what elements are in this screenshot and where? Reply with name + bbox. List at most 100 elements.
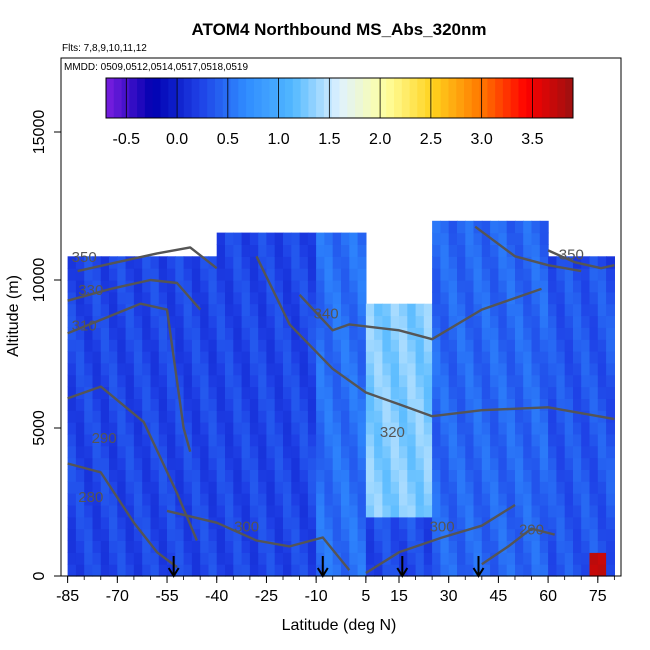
- heat-cell-933: [341, 422, 350, 435]
- heat-cell-17: [67, 362, 77, 376]
- heat-cell-1473: [506, 433, 516, 447]
- heat-cell-1459: [498, 244, 508, 257]
- heat-cell-525: [225, 445, 234, 459]
- contour-line-1: [67, 278, 202, 311]
- heat-cell-1038: [374, 481, 383, 494]
- heat-cell-628: [249, 256, 259, 269]
- heat-cell-646: [258, 386, 268, 399]
- heat-cell-928: [341, 481, 350, 494]
- heat-cell-1443: [498, 433, 508, 447]
- heat-cell-653: [258, 303, 268, 317]
- heat-cell-178: [117, 374, 127, 388]
- heat-cell-1186: [423, 362, 433, 376]
- heat-cell-330: [167, 493, 176, 506]
- heat-cell-1792: [597, 351, 607, 364]
- heat-cell-226: [133, 445, 143, 459]
- heat-cell-448: [200, 374, 210, 388]
- heat-cell-213: [125, 280, 135, 293]
- heat-cell-637: [258, 493, 268, 506]
- heat-cell-406: [191, 552, 201, 565]
- heat-cell-1618: [548, 493, 557, 506]
- heat-cell-784: [299, 469, 309, 482]
- heat-cell-1514: [515, 303, 524, 317]
- heat-cell-507: [216, 315, 226, 328]
- heat-cell-664: [266, 516, 276, 530]
- heat-cell-936: [341, 386, 350, 399]
- heat-cell-957: [349, 481, 359, 494]
- heat-cell-497: [216, 433, 226, 447]
- heat-cell-1740: [581, 327, 591, 340]
- heat-cell-1259: [448, 481, 458, 494]
- heat-cell-643: [258, 422, 268, 435]
- heat-cell-915: [332, 291, 342, 305]
- heat-cell-152: [109, 362, 118, 376]
- heat-cell-1737: [581, 362, 591, 376]
- colorbar-swatch-55: [534, 78, 543, 118]
- heat-cell-781: [299, 505, 309, 518]
- heat-cell-440: [200, 469, 210, 482]
- contour-label-4: 280: [78, 489, 103, 506]
- heat-cell-39: [75, 422, 85, 435]
- heat-cell-825: [307, 327, 317, 340]
- heat-cell-832: [307, 244, 317, 257]
- heat-cell-632: [258, 552, 268, 565]
- heat-cell-1412: [490, 445, 499, 459]
- heat-cell-573: [241, 564, 251, 577]
- colorbar-swatch-27: [316, 78, 325, 118]
- heat-cell-1050: [374, 339, 383, 352]
- heat-cell-1812: [606, 433, 615, 447]
- heat-cell-1744: [581, 280, 591, 293]
- heat-cell-256: [142, 410, 152, 423]
- y-tick-label-3: 15000: [31, 110, 48, 155]
- heat-cell-723: [283, 505, 292, 518]
- heat-cell-533: [225, 351, 234, 364]
- heat-cell-1100: [399, 564, 408, 577]
- heat-cell-608: [249, 493, 259, 506]
- colorbar-swatch-1: [113, 78, 123, 118]
- heat-cell-1334: [465, 303, 475, 317]
- heat-cell-166: [117, 516, 127, 530]
- heat-cell-58: [84, 516, 94, 530]
- heat-cell-1799: [597, 268, 607, 281]
- heat-cell-1729: [581, 457, 591, 470]
- heat-cell-630: [249, 232, 259, 245]
- heat-cell-1712: [573, 339, 582, 352]
- heat-cell-432: [200, 564, 210, 577]
- heat-cell-1492: [515, 564, 524, 577]
- heat-cell-106: [92, 268, 102, 281]
- heat-cell-189: [125, 564, 135, 577]
- heat-cell-1162: [415, 374, 425, 388]
- heat-cell-452: [200, 327, 210, 340]
- heat-cell-259: [142, 374, 152, 388]
- heat-cell-561: [233, 362, 243, 376]
- heat-cell-462: [208, 528, 218, 541]
- heat-cell-1537: [523, 386, 533, 399]
- heat-cell-360: [175, 457, 185, 470]
- heat-cell-1678: [564, 422, 574, 435]
- heat-cell-1595: [539, 410, 549, 423]
- heat-cell-1233: [440, 433, 450, 447]
- heat-cell-1218: [432, 256, 441, 269]
- heat-cell-790: [299, 398, 309, 411]
- heat-cell-830: [307, 268, 317, 281]
- colorbar-swatch-45: [456, 78, 465, 118]
- heat-cell-833: [307, 232, 317, 245]
- heat-cell-1503: [515, 433, 524, 447]
- heat-cell-1504: [515, 422, 524, 435]
- heat-cell-1755: [589, 469, 599, 482]
- heat-cell-705: [274, 374, 284, 388]
- heat-cell-824: [307, 339, 317, 352]
- heat-cell-563: [233, 339, 243, 352]
- contour-label-9: 290: [519, 522, 544, 539]
- heat-cell-1493: [515, 552, 524, 565]
- heat-cell-983: [357, 516, 367, 530]
- heat-cell-1018: [365, 445, 375, 459]
- heat-cell-1466: [506, 516, 516, 530]
- heat-cell-1468: [506, 493, 516, 506]
- heat-cell-1485: [506, 291, 516, 305]
- heat-cell-731: [283, 410, 292, 423]
- heat-cell-812: [307, 481, 317, 494]
- heat-cell-322: [158, 268, 168, 281]
- heat-cell-1096: [390, 339, 400, 352]
- heat-cell-517: [225, 540, 234, 553]
